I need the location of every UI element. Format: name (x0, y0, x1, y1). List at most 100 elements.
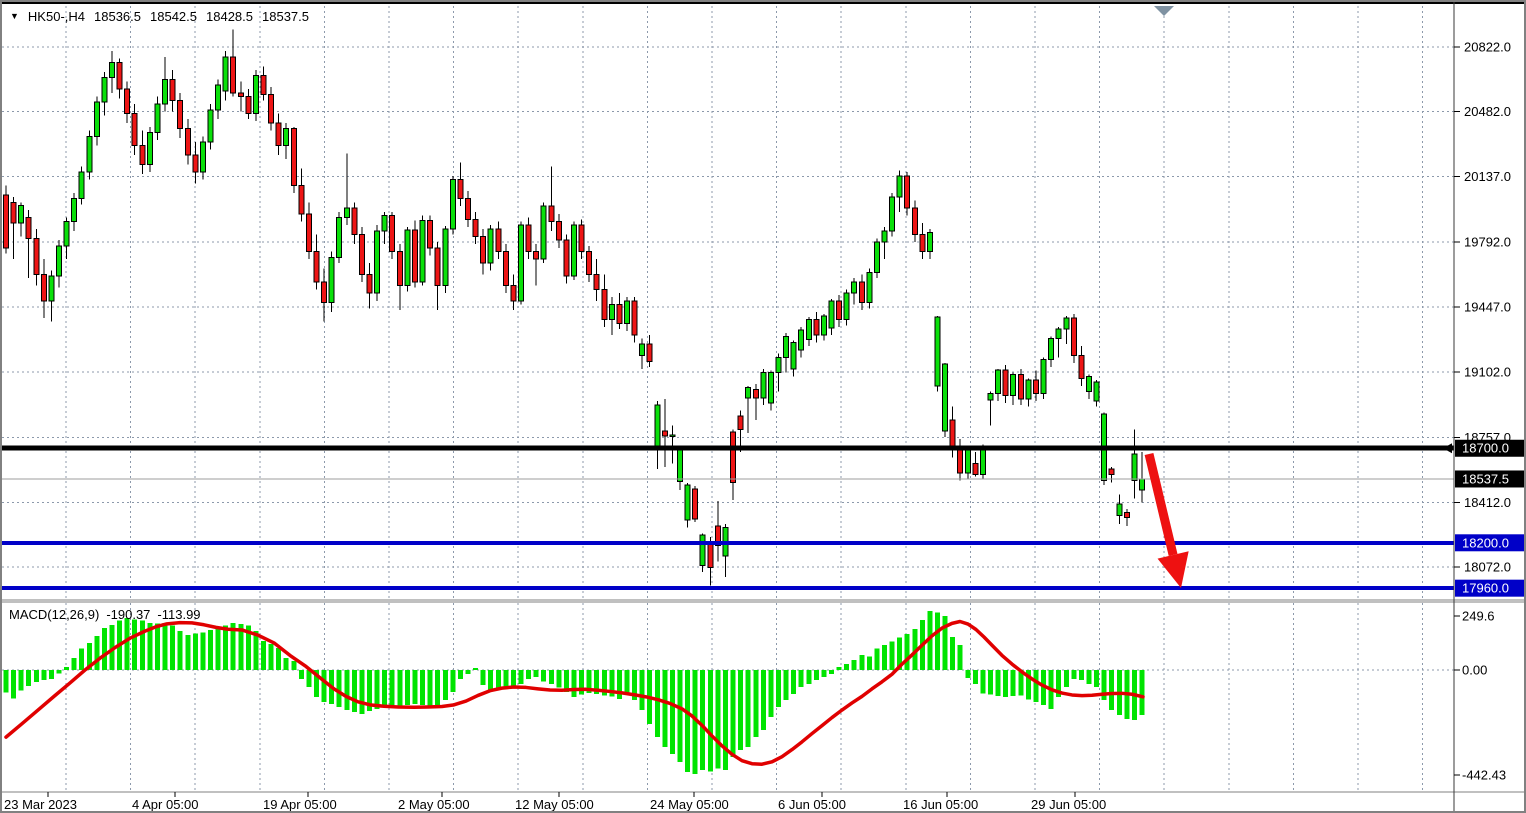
candle-body (3, 194, 9, 249)
candle-body (18, 204, 25, 224)
candle-body (533, 251, 540, 260)
candle-body (972, 462, 979, 476)
candle-body (578, 224, 585, 253)
macd-tick-label: 249.6 (1462, 609, 1495, 624)
candle-body (677, 447, 684, 482)
candle-body (1078, 355, 1085, 379)
candle-body (154, 103, 161, 133)
resistance-line-anchor-icon (1443, 443, 1452, 454)
candle-body (427, 219, 434, 249)
candle-body (290, 128, 297, 186)
candle-body (487, 228, 494, 264)
price-tick-label: 19447.0 (1464, 299, 1511, 314)
candle-body (298, 184, 305, 215)
candle-body (457, 179, 464, 200)
candle-body (109, 62, 116, 79)
candle-body (358, 234, 365, 275)
candle-body (563, 239, 570, 277)
price-axis[interactable]: 20822.0 20482.0 20137.0 19792.0 19447.0 19102… (1454, 40, 1526, 783)
candle-body (639, 343, 646, 357)
candle-body (268, 94, 275, 124)
candle-body (745, 387, 752, 399)
candle-body (162, 79, 169, 105)
macd-signal-value: -113.99 (157, 607, 201, 622)
candle-body (411, 229, 418, 283)
candle-body (215, 84, 222, 111)
vertical-gridlines (65, 6, 1424, 790)
candle-body (957, 447, 964, 474)
candle-body (177, 99, 184, 130)
candle-body (71, 198, 78, 222)
candle-body (374, 230, 381, 294)
candle-body (1138, 478, 1145, 491)
candle-body (1017, 374, 1024, 400)
price-label-box-resistance (1455, 439, 1524, 457)
candle-body (1055, 328, 1062, 340)
candle-body (964, 449, 971, 474)
candle-body (124, 88, 131, 115)
candle-body (434, 247, 441, 287)
candle-body (669, 434, 676, 438)
symbol-dropdown-icon[interactable]: ▼ (10, 11, 19, 21)
chart-shift-marker-icon[interactable] (1154, 6, 1174, 16)
candle-body (873, 241, 880, 273)
pane-borders (2, 599, 1524, 793)
price-tick-label: 20822.0 (1464, 40, 1511, 55)
candle-body (540, 205, 547, 260)
candle-body (684, 484, 691, 521)
candle-body (245, 96, 252, 115)
candle-body (222, 56, 229, 92)
candle-body (517, 224, 524, 302)
candle-body (48, 275, 55, 302)
candle-body (949, 419, 956, 449)
candle-body (328, 256, 335, 304)
trend-arrow-shaft[interactable] (1144, 452, 1178, 556)
candle-body (192, 154, 199, 173)
candle-body (881, 230, 888, 243)
candle-body (631, 300, 638, 336)
candle-body (783, 336, 790, 358)
price-tick-label: 18412.0 (1464, 495, 1511, 510)
candle-body (730, 431, 737, 483)
price-tick-label: 19792.0 (1464, 234, 1511, 249)
candle-body (624, 300, 631, 324)
candle-body (131, 113, 138, 147)
candle-body (851, 281, 858, 294)
down-arrow-icon[interactable] (1157, 551, 1189, 588)
candle-body (760, 372, 767, 399)
time-tick-label: 24 May 05:00 (650, 797, 729, 812)
macd-signal-line (4, 619, 1145, 766)
candle-body (199, 141, 206, 173)
candle-body (896, 175, 903, 198)
candle-body (1123, 512, 1130, 518)
candle-body (40, 273, 47, 302)
time-tick-label: 6 Jun 05:00 (778, 797, 846, 812)
candle-body (836, 300, 843, 321)
candle-body (1108, 468, 1115, 476)
time-tick-label: 4 Apr 05:00 (132, 797, 199, 812)
candle-body (737, 415, 744, 430)
candle-body (798, 329, 805, 351)
candle-body (813, 319, 820, 336)
price-label-box-support-1 (1455, 534, 1524, 552)
candle-body (1093, 381, 1100, 402)
candle-body (714, 525, 721, 547)
macd-indicator-label: MACD(12,26,9) -190.37 -113.99 (9, 607, 201, 622)
candle-body (313, 251, 320, 283)
candle-body (1085, 375, 1092, 393)
time-tick-label: 12 May 05:00 (515, 797, 594, 812)
candle-body (260, 75, 267, 96)
candle-body (775, 356, 782, 374)
candle-body (343, 207, 350, 219)
candle-body (10, 201, 17, 224)
time-axis[interactable]: 23 Mar 2023 4 Apr 05:00 19 Apr 05:00 2 May … (4, 792, 1106, 812)
candle-body (86, 135, 93, 173)
macd-tick-label: 0.00 (1462, 663, 1487, 678)
candle-body (1070, 317, 1077, 357)
candle-body (381, 215, 388, 232)
candle-body (78, 171, 85, 200)
price-label-resistance: 18700.0 (1462, 441, 1509, 456)
candle-body (419, 219, 426, 283)
